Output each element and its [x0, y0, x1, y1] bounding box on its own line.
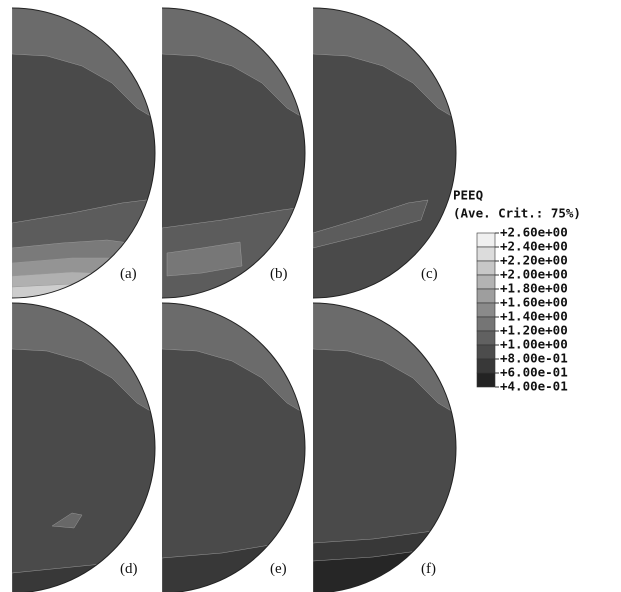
legend-label: +2.20e+00 — [500, 253, 568, 268]
contour-panel: (c) — [312, 7, 457, 299]
panel-outline — [161, 302, 306, 592]
legend-label: +2.60e+00 — [500, 225, 568, 240]
panel-outline — [161, 7, 306, 299]
panel-body — [12, 8, 155, 298]
panel-label: (a) — [120, 266, 137, 282]
contour-panel: (f) — [312, 302, 457, 592]
legend-label: +2.00e+00 — [500, 267, 568, 282]
panel-body — [12, 303, 155, 592]
legend-swatch — [476, 260, 496, 276]
legend-label: +6.00e-01 — [500, 365, 568, 380]
legend-swatch — [476, 246, 496, 262]
contour-panel: (a) — [11, 7, 156, 299]
legend-label: +1.20e+00 — [500, 323, 568, 338]
panel-outline — [312, 7, 457, 299]
panel-label: (c) — [421, 266, 438, 282]
legend-label: +4.00e-01 — [500, 379, 568, 394]
contour-region — [51, 512, 83, 529]
legend-swatch — [476, 288, 496, 304]
legend-title: PEEQ — [453, 188, 483, 203]
contour-panel: (b) — [161, 7, 306, 299]
panel-body — [313, 8, 456, 298]
legend-swatch — [476, 302, 496, 318]
legend-swatch — [476, 358, 496, 374]
panel-body — [162, 8, 305, 298]
panel-outline — [11, 7, 156, 299]
panel-outline — [312, 302, 457, 592]
legend-label: +8.00e-01 — [500, 351, 568, 366]
legend-label: +2.40e+00 — [500, 239, 568, 254]
legend-label: +1.80e+00 — [500, 281, 568, 296]
panel-label: (f) — [421, 561, 436, 577]
legend-swatch — [476, 232, 496, 248]
legend-label: +1.40e+00 — [500, 309, 568, 324]
panel-outline — [11, 302, 156, 592]
legend-swatch — [476, 274, 496, 290]
legend-subtitle: (Ave. Crit.: 75%) — [453, 206, 581, 221]
panel-label: (d) — [120, 561, 138, 577]
panel-label: (b) — [270, 266, 288, 282]
contour-region — [166, 241, 243, 277]
legend-swatch — [476, 330, 496, 346]
legend-swatch — [476, 344, 496, 360]
legend-label: +1.00e+00 — [500, 337, 568, 352]
legend-swatch — [476, 316, 496, 332]
panel-label: (e) — [270, 561, 287, 577]
contour-panel: (e) — [161, 302, 306, 592]
contour-region — [313, 199, 429, 249]
legend-label: +1.60e+00 — [500, 295, 568, 310]
panel-body — [162, 303, 305, 592]
panel-body — [313, 303, 456, 592]
contour-panel: (d) — [11, 302, 156, 592]
legend-swatch — [476, 372, 496, 388]
